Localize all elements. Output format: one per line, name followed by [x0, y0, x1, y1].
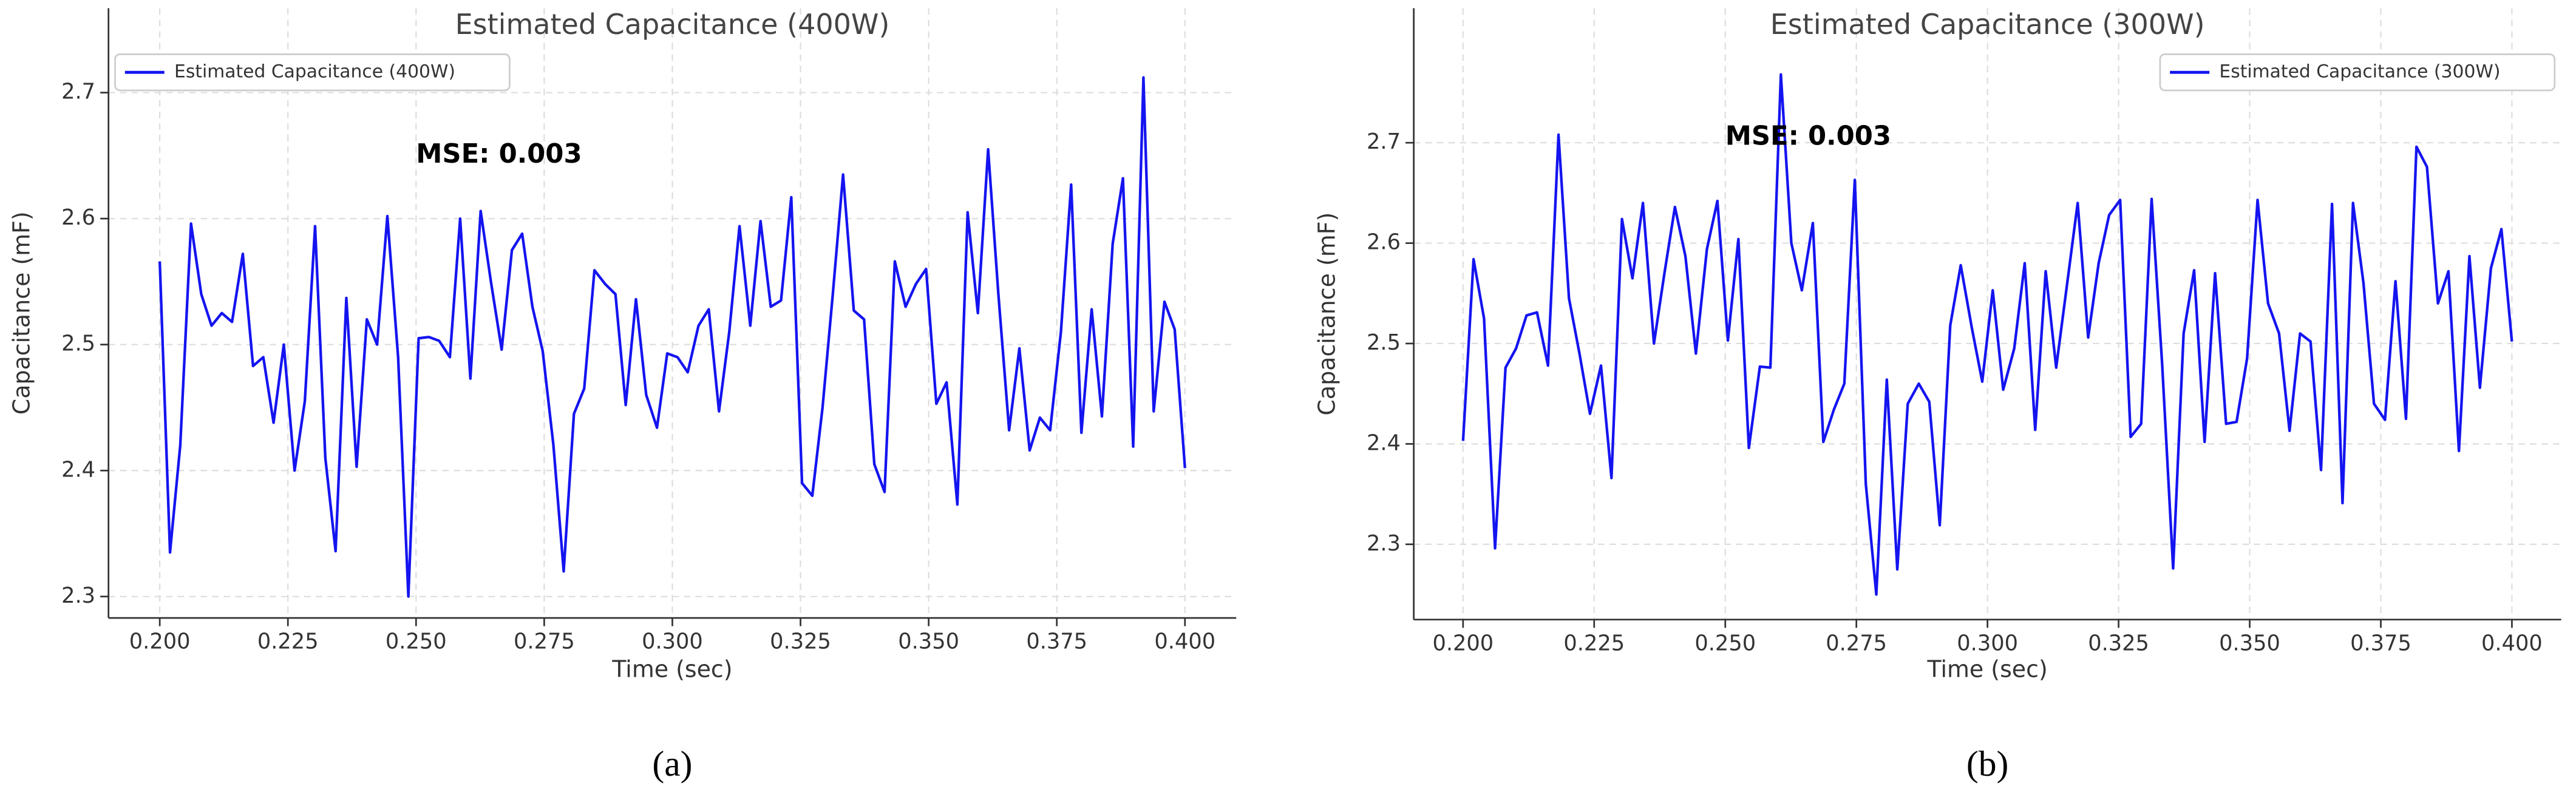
x-tick-label: 0.400	[1154, 629, 1215, 654]
legend-box	[2159, 53, 2556, 92]
y-tick-label: 2.3	[61, 583, 95, 608]
x-axis-label: Time (sec)	[611, 656, 732, 682]
x-tick-label: 0.250	[1694, 631, 1756, 656]
y-axis-label: Capacitance (mF)	[1313, 212, 1340, 416]
y-tick-label: 2.5	[61, 331, 95, 356]
y-tick-label: 2.6	[1367, 230, 1401, 255]
x-tick-label: 0.225	[1563, 631, 1625, 656]
legend-box	[114, 53, 511, 92]
legend-label: Estimated Capacitance (300W)	[2219, 61, 2500, 83]
legend-label: Estimated Capacitance (400W)	[174, 61, 455, 83]
x-tick-label: 0.200	[129, 629, 191, 654]
data-line	[1461, 73, 2513, 596]
y-tick-label: 2.3	[1367, 531, 1401, 556]
x-tick-label: 0.250	[386, 629, 447, 654]
x-tick-label: 0.375	[1026, 629, 1087, 654]
x-tick-label: 0.350	[898, 629, 959, 654]
x-tick-label: 0.275	[1826, 631, 1887, 656]
annotation: MSE: 0.003	[1725, 121, 1891, 151]
plot: 0.200 0.225 0.250 0.275 0.300 0.325 0.350 0.375…	[1313, 8, 2561, 784]
x-tick-label: 0.350	[2219, 631, 2280, 656]
y-tick-label: 2.7	[61, 80, 95, 104]
plot: 0.200 0.225 0.250 0.275 0.300 0.325 0.350 0.375…	[8, 8, 1237, 784]
x-tick-label: 0.300	[1957, 631, 2018, 656]
y-tick-label: 2.5	[1367, 330, 1401, 355]
subfigure-caption: (b)	[1966, 744, 2008, 784]
x-tick-label: 0.275	[514, 629, 575, 654]
y-axis-label: Capacitance (mF)	[8, 211, 35, 415]
subfigure-caption: (a)	[652, 744, 692, 784]
x-tick-label: 0.375	[2350, 631, 2411, 656]
x-tick-label: 0.225	[257, 629, 319, 654]
chart-title: Estimated Capacitance (300W)	[1770, 8, 2205, 41]
x-tick-label: 0.325	[770, 629, 831, 654]
chart-title: Estimated Capacitance (400W)	[455, 8, 890, 41]
y-tick-label: 2.6	[61, 205, 95, 230]
y-tick-label: 2.4	[1367, 430, 1401, 455]
annotation: MSE: 0.003	[416, 139, 582, 169]
y-tick-label: 2.4	[61, 457, 95, 482]
x-tick-label: 0.400	[2481, 631, 2543, 656]
x-tick-label: 0.325	[2088, 631, 2149, 656]
data-line	[158, 76, 1186, 598]
x-tick-label: 0.300	[642, 629, 703, 654]
x-axis-label: Time (sec)	[1927, 656, 2048, 682]
x-tick-label: 0.200	[1432, 631, 1494, 656]
y-tick-label: 2.7	[1367, 129, 1401, 154]
